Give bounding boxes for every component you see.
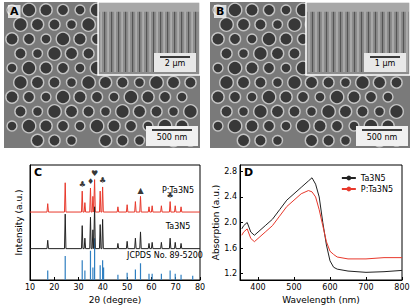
svg-text:80: 80 [195,283,205,292]
svg-text:1 μm: 1 μm [375,59,396,68]
svg-text:500 nm: 500 nm [157,133,188,142]
svg-text:C: C [34,166,42,179]
svg-text:Absorption (a.u.): Absorption (a.u.) [211,185,221,261]
svg-text:A: A [10,5,19,18]
svg-text:800: 800 [394,283,409,292]
svg-text:Ta3N5: Ta3N5 [165,222,191,231]
svg-text:700: 700 [358,283,373,292]
svg-text:P:Ta3N5: P:Ta3N5 [361,185,393,194]
svg-text:2.4: 2.4 [224,192,237,201]
svg-text:2.0: 2.0 [224,218,237,227]
svg-text:Intensity (a.u.): Intensity (a.u.) [14,190,24,256]
svg-text:70: 70 [171,283,181,292]
svg-text:500 nm: 500 nm [367,133,398,142]
svg-text:2θ (degree): 2θ (degree) [89,295,142,305]
svg-text:10: 10 [25,283,35,292]
svg-text:2.8: 2.8 [224,167,237,176]
svg-text:♣: ♣ [99,176,106,185]
svg-text:Ta3N5: Ta3N5 [360,174,386,183]
svg-text:30: 30 [73,283,83,292]
svg-text:60: 60 [146,283,156,292]
svg-text:♥: ♥ [91,169,98,178]
svg-text:40: 40 [98,283,108,292]
svg-text:JCPDS No. 89-5200: JCPDS No. 89-5200 [126,251,203,260]
svg-text:50: 50 [122,283,132,292]
svg-text:D: D [244,166,253,179]
svg-text:▲: ▲ [137,186,144,195]
svg-text:B: B [216,5,224,18]
svg-text:2 μm: 2 μm [165,59,186,68]
svg-text:♣: ♣ [167,191,174,200]
svg-text:Wavelength (nm): Wavelength (nm) [282,295,360,305]
svg-text:600: 600 [322,283,337,292]
svg-text:500: 500 [286,283,301,292]
svg-text:♦: ♦ [87,177,94,186]
svg-text:20: 20 [49,283,59,292]
svg-text:1.2: 1.2 [224,269,237,278]
svg-text:1.6: 1.6 [224,244,237,253]
svg-text:♣: ♣ [79,180,86,189]
svg-text:400: 400 [250,283,265,292]
svg-text:P:Ta3N5: P:Ta3N5 [161,185,195,195]
